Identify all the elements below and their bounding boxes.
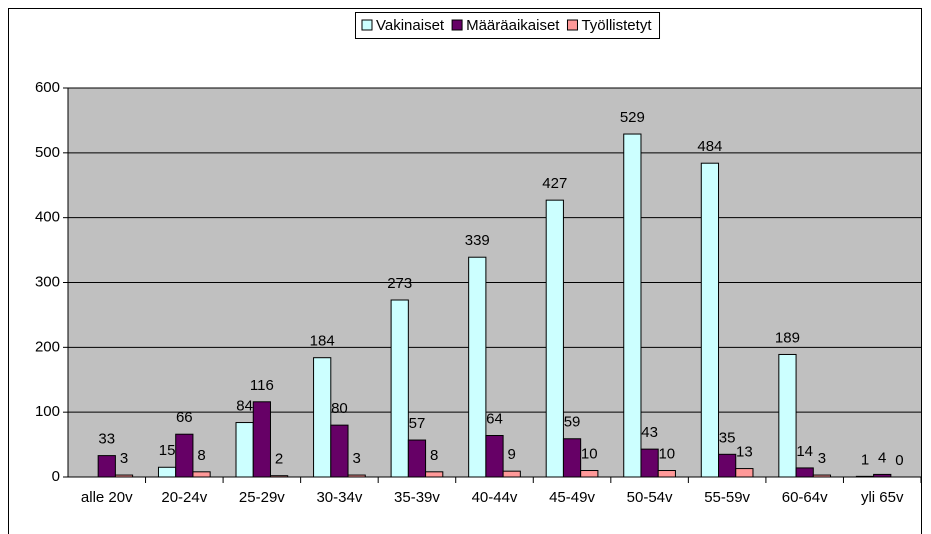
data-label: 2 [275,451,283,468]
bar [347,474,366,478]
bar [252,401,271,478]
bar [114,474,134,478]
bar [640,448,659,478]
bar [330,424,349,478]
x-tick-label: alle 20v [81,489,133,506]
legend-box [354,12,661,39]
bar [235,422,254,478]
y-tick-label: 100 [35,403,60,420]
bar [313,357,332,478]
y-tick-label: 200 [35,338,60,355]
y-tick-label: 400 [35,209,60,226]
bar [657,470,676,478]
x-tick-label: yli 65v [861,489,904,506]
bar [545,199,564,478]
data-label: 3 [120,450,128,467]
x-tick-label: 45-49v [549,489,595,506]
data-label: 184 [310,333,335,350]
data-label: 10 [658,445,675,462]
data-label: 116 [250,377,274,394]
bar [562,438,582,478]
data-label: 13 [736,444,753,461]
legend-label: Määräaikaiset [466,17,560,34]
y-tick-label: 500 [35,144,60,161]
x-tick-label: 20-24v [161,489,207,506]
data-label: 35 [719,429,736,446]
data-label: 484 [697,138,722,155]
bar [425,471,444,478]
data-label: 8 [430,447,438,464]
x-tick-label: 60-64v [782,489,828,506]
bar [812,474,832,478]
bar [855,475,875,478]
bar [795,467,814,478]
bar [580,470,599,478]
legend-label: Vakinaiset [376,17,445,34]
bar [873,473,892,478]
x-tick-label: 40-44v [472,489,518,506]
data-label: 66 [176,409,193,426]
data-label: 529 [620,109,645,126]
x-tick-label: 35-39v [394,489,440,506]
x-tick-label: 30-34v [316,489,362,506]
data-label: 9 [508,446,516,463]
bar [468,256,487,478]
data-label: 59 [564,414,581,431]
bar [778,353,797,478]
data-label: 0 [895,452,903,469]
y-tick-label: 600 [35,79,60,96]
bar [97,455,116,478]
data-label: 10 [581,445,598,462]
data-label: 3 [818,450,826,467]
legend-swatch [361,19,373,31]
bar [735,468,754,478]
x-tick-label: 50-54v [627,489,673,506]
data-label: 8 [197,447,205,464]
bar [502,470,521,478]
data-label: 189 [775,329,800,346]
bar [157,466,177,478]
data-label: 84 [236,398,253,415]
x-tick-label: 55-59v [704,489,750,506]
bar [718,453,737,478]
data-label: 80 [331,400,348,417]
bar [192,471,211,478]
y-tick-label: 300 [35,273,60,290]
bar [390,299,409,478]
bar [175,433,194,478]
data-label: 273 [387,275,412,292]
bar [623,133,642,478]
x-tick-label: 25-29v [239,489,285,506]
data-label: 15 [159,442,176,459]
data-label: 1 [861,451,869,468]
data-label: 339 [465,232,490,249]
bar [700,162,720,478]
data-label: 3 [352,450,360,467]
bar [269,475,289,478]
data-label: 33 [98,431,115,448]
data-label: 57 [409,415,426,432]
data-label: 4 [878,449,886,466]
bar [485,435,504,478]
y-tick-label: 0 [52,468,60,485]
data-label: 43 [641,424,658,441]
bar [407,439,427,478]
legend-swatch [451,19,463,31]
data-label: 14 [796,443,813,460]
data-label: 64 [486,410,503,427]
legend-swatch [566,19,578,31]
legend-label: Työllistetyt [581,17,652,34]
data-label: 427 [542,175,567,192]
